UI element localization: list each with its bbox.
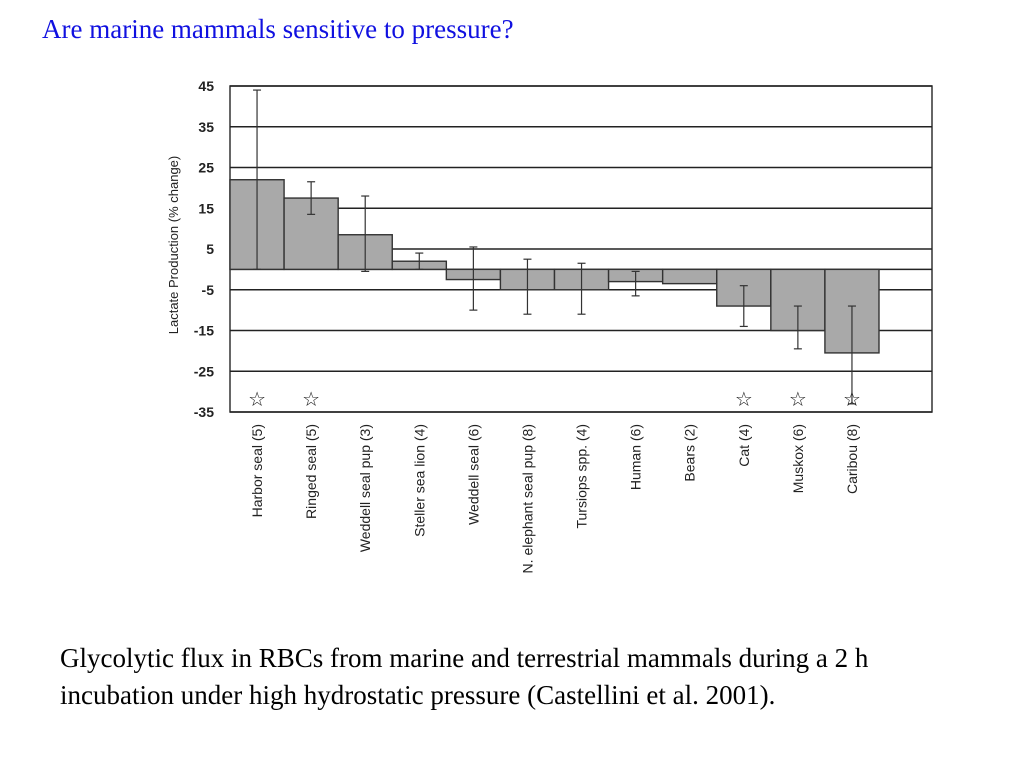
y-tick-label: -35 [194, 404, 214, 420]
x-tick-label: Bears (2) [682, 424, 698, 482]
x-tick-label: Caribou (8) [844, 424, 860, 494]
x-tick-label: Human (6) [628, 424, 644, 490]
significance-star: ☆ [843, 387, 861, 411]
significance-star: ☆ [248, 387, 266, 411]
bar-chart: ☆ ☆ ☆ ☆ ☆ 45 35 25 15 5 -5 -15 -25 -35 Harbor seal (… [166, 78, 933, 573]
y-axis-label: Lactate Production (% change) [166, 156, 181, 335]
y-tick-label: 35 [198, 119, 214, 135]
y-tick-label: 45 [198, 78, 214, 94]
x-tick-label: N. elephant seal pup (8) [519, 424, 535, 573]
x-axis-labels: Harbor seal (5) Ringed seal (5) Weddell se… [249, 424, 860, 573]
y-tick-label: 25 [198, 160, 214, 176]
x-tick-label: Muskox (6) [790, 424, 806, 493]
x-tick-label: Tursiops spp. (4) [574, 424, 590, 529]
x-tick-label: Cat (4) [736, 424, 752, 467]
bar [661, 268, 718, 285]
x-tick-label: Weddell seal (6) [465, 424, 481, 525]
y-tick-label: 15 [198, 200, 214, 216]
bars [229, 179, 880, 354]
significance-markers: ☆ ☆ ☆ ☆ ☆ [248, 387, 861, 411]
x-tick-label: Harbor seal (5) [249, 424, 265, 517]
x-tick-label: Weddell seal pup (3) [357, 424, 373, 552]
error-bars [253, 89, 856, 405]
y-tick-label: -5 [202, 282, 215, 298]
significance-star: ☆ [789, 387, 807, 411]
x-tick-label: Steller sea lion (4) [411, 424, 427, 537]
significance-star: ☆ [735, 387, 753, 411]
bar [283, 197, 339, 271]
significance-star: ☆ [302, 387, 320, 411]
figure-caption: Glycolytic flux in RBCs from marine and … [60, 643, 869, 710]
y-tick-label: 5 [206, 241, 214, 257]
x-tick-label: Ringed seal (5) [303, 424, 319, 519]
y-axis-ticks: 45 35 25 15 5 -5 -15 -25 -35 [194, 78, 214, 420]
y-tick-label: -15 [194, 323, 214, 339]
slide-title: Are marine mammals sensitive to pressure… [42, 14, 514, 44]
y-tick-label: -25 [194, 363, 214, 379]
